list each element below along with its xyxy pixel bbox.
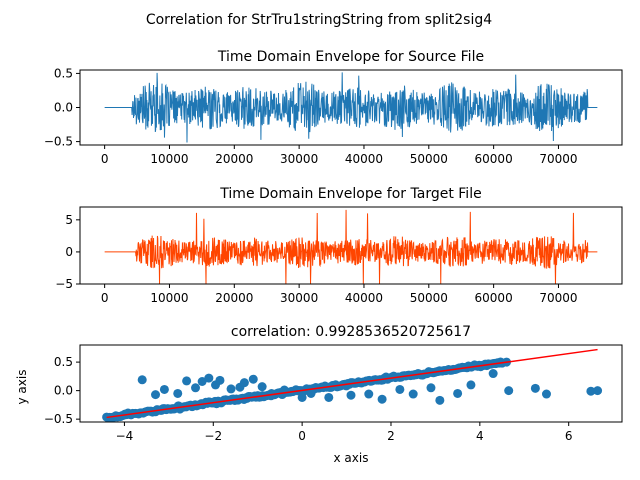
- scatter-point: [215, 375, 225, 385]
- scatter-point: [466, 380, 476, 390]
- scatter-point: [159, 384, 169, 394]
- y-tick-label: 0: [65, 245, 73, 259]
- y-tick-label: −5: [55, 277, 73, 291]
- target-axes: 0 10000 20000 30000 40000 50000 60000 70000 −5 0 5: [55, 213, 577, 305]
- correlation-chart-title: correlation: 0.9928536520725617: [231, 324, 471, 340]
- source-series-layer: [104, 72, 598, 143]
- scatter-point: [248, 374, 258, 384]
- x-tick-label: 0: [101, 291, 109, 305]
- scatter-point: [239, 378, 249, 388]
- x-tick-label: 50000: [410, 291, 448, 305]
- source-chart-title: Time Domain Envelope for Source File: [217, 49, 484, 65]
- x-tick-label: −2: [204, 429, 222, 443]
- x-tick-label: 60000: [475, 152, 513, 166]
- x-tick-label: 0: [298, 429, 306, 443]
- x-tick-label: 50000: [410, 152, 448, 166]
- scatter-point: [137, 375, 147, 385]
- x-tick-label: −4: [116, 429, 134, 443]
- x-tick-label: 30000: [280, 152, 318, 166]
- y-tick-label: 0.5: [54, 66, 73, 80]
- x-tick-label: 70000: [539, 291, 577, 305]
- scatter-point: [306, 388, 316, 398]
- scatter-point: [151, 390, 161, 400]
- target-chart-title: Time Domain Envelope for Target File: [219, 186, 481, 202]
- x-tick-label: 30000: [280, 291, 318, 305]
- scatter-y-axis-label: y axis: [15, 370, 29, 405]
- x-tick-label: 6: [565, 429, 573, 443]
- x-tick-label: 2: [387, 429, 395, 443]
- scatter-point: [426, 383, 436, 393]
- figure-suptitle: Correlation for StrTru1stringString from…: [146, 12, 492, 28]
- y-tick-label: 5: [65, 213, 73, 227]
- scatter-point: [191, 383, 201, 393]
- scatter-point: [504, 386, 514, 396]
- envelope-series-line: [104, 209, 598, 285]
- scatter-point: [435, 395, 445, 405]
- x-tick-label: 20000: [215, 152, 253, 166]
- scatter-point: [197, 377, 207, 386]
- scatter-point: [586, 386, 596, 396]
- y-tick-label: 0.0: [54, 101, 73, 115]
- x-tick-label: 60000: [475, 291, 513, 305]
- x-tick-label: 10000: [150, 291, 188, 305]
- scatter-x-axis-label: x axis: [334, 451, 369, 465]
- x-tick-label: 4: [476, 429, 484, 443]
- y-tick-label: 0.5: [54, 355, 73, 369]
- x-tick-label: 0: [101, 152, 109, 166]
- scatter-point: [182, 376, 192, 386]
- y-tick-label: 0.0: [54, 384, 73, 398]
- scatter-point: [324, 392, 334, 402]
- target-series-layer: [104, 209, 598, 285]
- scatter-point: [226, 384, 236, 394]
- correlation-scatter-chart: correlation: 0.9928536520725617 −4 −2 0 2 4 6…: [15, 324, 623, 465]
- scatter-point: [530, 383, 540, 393]
- scatter-point: [593, 386, 603, 396]
- scatter-point: [488, 369, 498, 379]
- envelope-series-line: [104, 72, 598, 143]
- source-axes: 0 10000 20000 30000 40000 50000 60000 70000 −0.5…: [44, 66, 578, 166]
- target-plot-frame: [79, 206, 623, 285]
- x-tick-label: 70000: [539, 152, 577, 166]
- target-envelope-chart: Time Domain Envelope for Target File 0 10…: [55, 186, 623, 305]
- x-tick-label: 10000: [150, 152, 188, 166]
- source-envelope-chart: Time Domain Envelope for Source File 0 10…: [44, 49, 623, 166]
- regression-fit-line: [106, 348, 598, 419]
- scatter-point: [377, 394, 387, 404]
- scatter-point: [346, 390, 356, 400]
- scatter-point: [453, 388, 463, 398]
- y-tick-label: −0.5: [44, 135, 73, 149]
- x-tick-label: 40000: [345, 291, 383, 305]
- scatter-point: [266, 391, 276, 401]
- scatter-point: [395, 384, 405, 394]
- scatter-point: [408, 389, 418, 399]
- x-tick-label: 40000: [345, 152, 383, 166]
- x-tick-label: 20000: [215, 291, 253, 305]
- scatter-point: [204, 373, 214, 383]
- scatter-axes: −4 −2 0 2 4 6 −0.5 0.0 0.5: [44, 355, 573, 443]
- scatter-point: [364, 389, 374, 399]
- scatter-point: [297, 392, 307, 402]
- scatter-point: [541, 389, 551, 399]
- scatter-plot-frame: [79, 344, 623, 423]
- scatter-series-layer: [102, 348, 603, 423]
- scatter-point: [257, 382, 267, 392]
- scatter-point: [173, 388, 183, 398]
- y-tick-label: −0.5: [44, 412, 73, 426]
